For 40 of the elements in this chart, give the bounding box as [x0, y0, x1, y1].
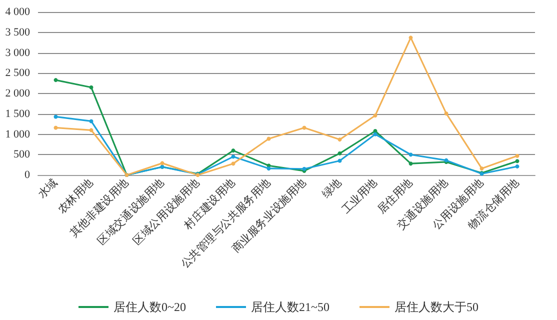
point	[515, 159, 520, 164]
y-tick-label: 2 000	[5, 88, 30, 100]
y-tick-label: 2 500	[5, 67, 30, 80]
point	[480, 166, 484, 170]
point	[266, 136, 271, 141]
point	[231, 154, 236, 159]
point	[302, 126, 306, 130]
legend-label: 居住人数0~20	[114, 300, 186, 314]
point	[160, 161, 164, 166]
point	[408, 152, 413, 157]
point	[338, 138, 342, 142]
point	[89, 85, 94, 90]
point	[338, 158, 342, 163]
point	[515, 164, 520, 168]
y-tick-label: 4 000	[5, 6, 30, 18]
point	[338, 151, 342, 156]
x-tick-label: 水域	[35, 176, 60, 201]
point	[266, 166, 271, 170]
point	[54, 114, 58, 119]
point	[408, 162, 413, 166]
point	[444, 111, 448, 116]
y-tick-label: 1 500	[5, 108, 30, 120]
y-tick-label: 0	[24, 169, 30, 181]
point	[89, 128, 94, 132]
point	[54, 126, 58, 130]
legend-label: 居住人数21~50	[251, 300, 330, 314]
point	[54, 78, 58, 82]
x-tick-label: 绿地	[319, 176, 344, 201]
point	[373, 114, 378, 118]
y-tick-label: 1 000	[5, 128, 30, 140]
point	[231, 148, 236, 153]
point	[515, 154, 520, 158]
y-tick-label: 3 500	[5, 26, 30, 38]
point	[373, 132, 378, 136]
y-tick-label: 500	[14, 148, 30, 161]
point	[408, 36, 413, 40]
legend-label: 居住人数大于50	[394, 300, 478, 314]
point	[89, 119, 94, 124]
point	[231, 162, 236, 166]
y-tick-label: 3 000	[5, 46, 30, 59]
